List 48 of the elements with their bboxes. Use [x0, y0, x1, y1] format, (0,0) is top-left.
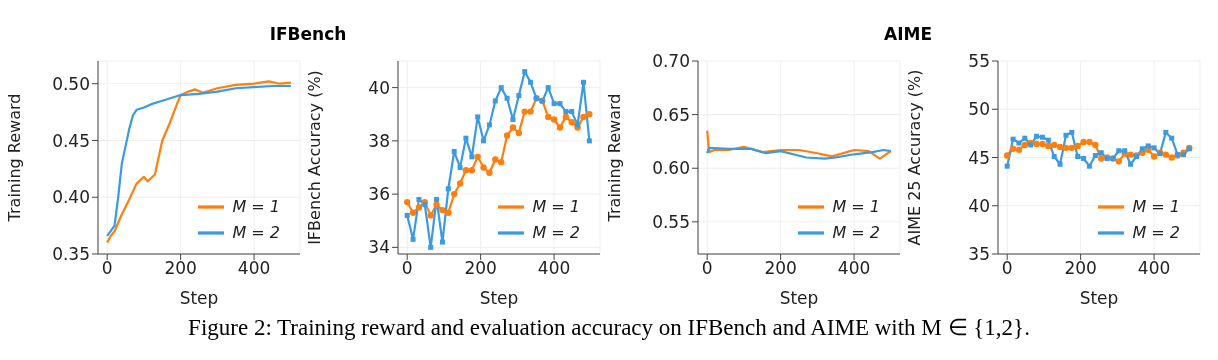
x-axis-title: Step [779, 288, 819, 308]
x-tick-label: 0 [1001, 258, 1013, 279]
y-axis-title: AIME 25 Accuracy (%) [904, 69, 924, 246]
legend-label: M = 1 [832, 196, 880, 216]
y-tick-label: 0.70 [652, 51, 690, 72]
legend-label: M = 1 [532, 196, 580, 216]
y-tick-label: 50 [968, 99, 990, 120]
y-tick-label: 38 [368, 130, 390, 151]
legend-label: M = 1 [232, 196, 280, 216]
x-tick-label: 200 [764, 258, 797, 279]
chart-title: IFBench [268, 24, 348, 44]
x-tick-label: 200 [1064, 258, 1097, 279]
y-tick-label: 40 [968, 195, 990, 216]
y-tick-label: 0.60 [652, 158, 690, 179]
legend-label: M = 2 [1132, 222, 1180, 242]
y-axis-title: IFBench Accuracy (%) [304, 70, 324, 245]
x-tick-label: 200 [464, 258, 497, 279]
x-axis-title: Step [1079, 288, 1119, 308]
x-axis-title: Step [179, 288, 219, 308]
x-tick-label: 0 [401, 258, 413, 279]
y-axis-title: Training Reward [4, 93, 24, 223]
y-axis-title: Training Reward [604, 93, 624, 223]
x-tick-label: 400 [837, 258, 871, 279]
caption: Figure 2: Training reward and evaluation accuracy on IFBench and AIME with M ∈ {1,2}. [187, 314, 1031, 341]
y-tick-label: 35 [968, 244, 990, 265]
y-tick-label: 36 [368, 184, 390, 205]
y-tick-label: 55 [968, 51, 990, 72]
y-tick-label: 0.55 [652, 211, 690, 232]
x-tick-label: 0 [101, 258, 113, 279]
x-tick-label: 400 [537, 258, 571, 279]
legend-label: M = 2 [532, 222, 580, 242]
y-tick-label: 0.50 [52, 73, 90, 94]
legend-label: M = 2 [232, 222, 280, 242]
x-tick-label: 0 [701, 258, 713, 279]
x-tick-label: 400 [237, 258, 271, 279]
x-tick-label: 200 [164, 258, 197, 279]
y-tick-label: 0.40 [52, 187, 90, 208]
legend-label: M = 1 [1132, 196, 1180, 216]
y-tick-label: 0.35 [52, 244, 90, 265]
x-axis-title: Step [479, 288, 519, 308]
legend-label: M = 2 [832, 222, 880, 242]
y-tick-label: 40 [368, 77, 390, 98]
y-tick-label: 0.65 [652, 104, 690, 125]
y-tick-label: 45 [968, 147, 990, 168]
x-tick-label: 400 [1137, 258, 1171, 279]
y-tick-label: 0.45 [52, 130, 90, 151]
y-tick-label: 34 [368, 237, 390, 258]
chart-title: AIME [883, 24, 933, 44]
